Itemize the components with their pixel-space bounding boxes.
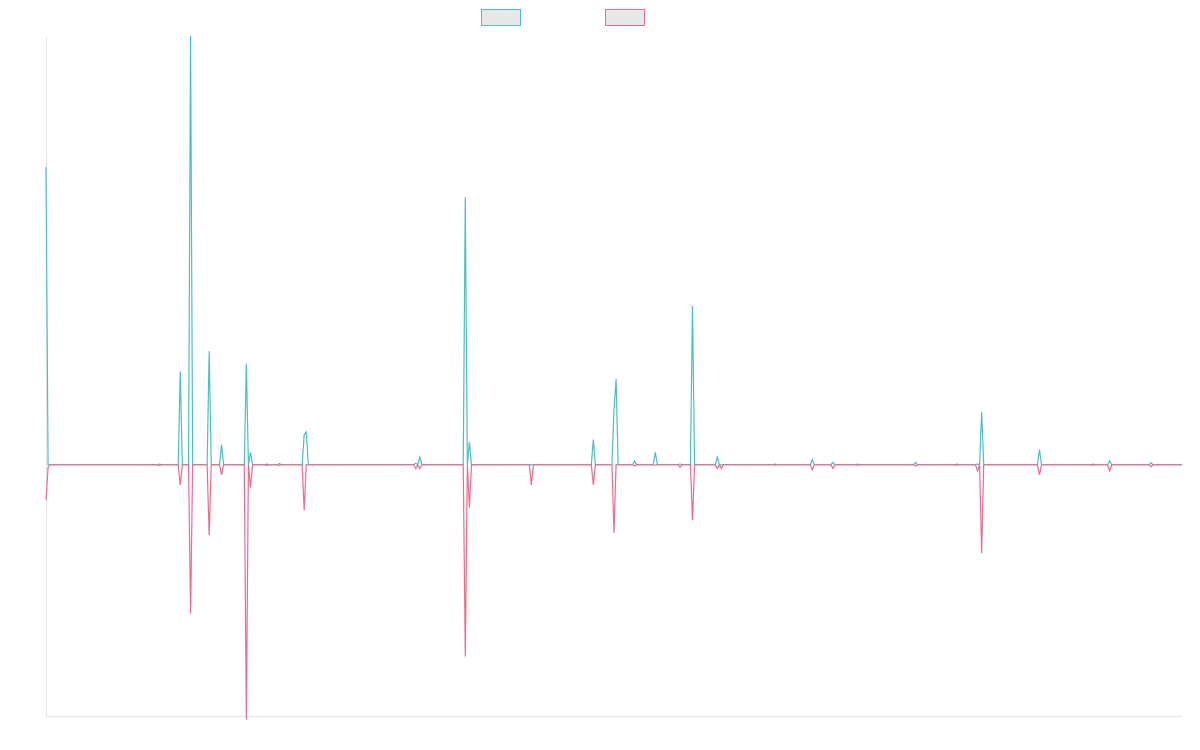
series-line-2 [45,463,1182,720]
series-line-1 [45,35,1182,466]
legend-swatch-2[interactable] [605,9,645,26]
legend [481,9,645,26]
series-layer [45,35,1182,720]
axes [46,36,1182,717]
legend-swatch-1[interactable] [481,9,521,26]
